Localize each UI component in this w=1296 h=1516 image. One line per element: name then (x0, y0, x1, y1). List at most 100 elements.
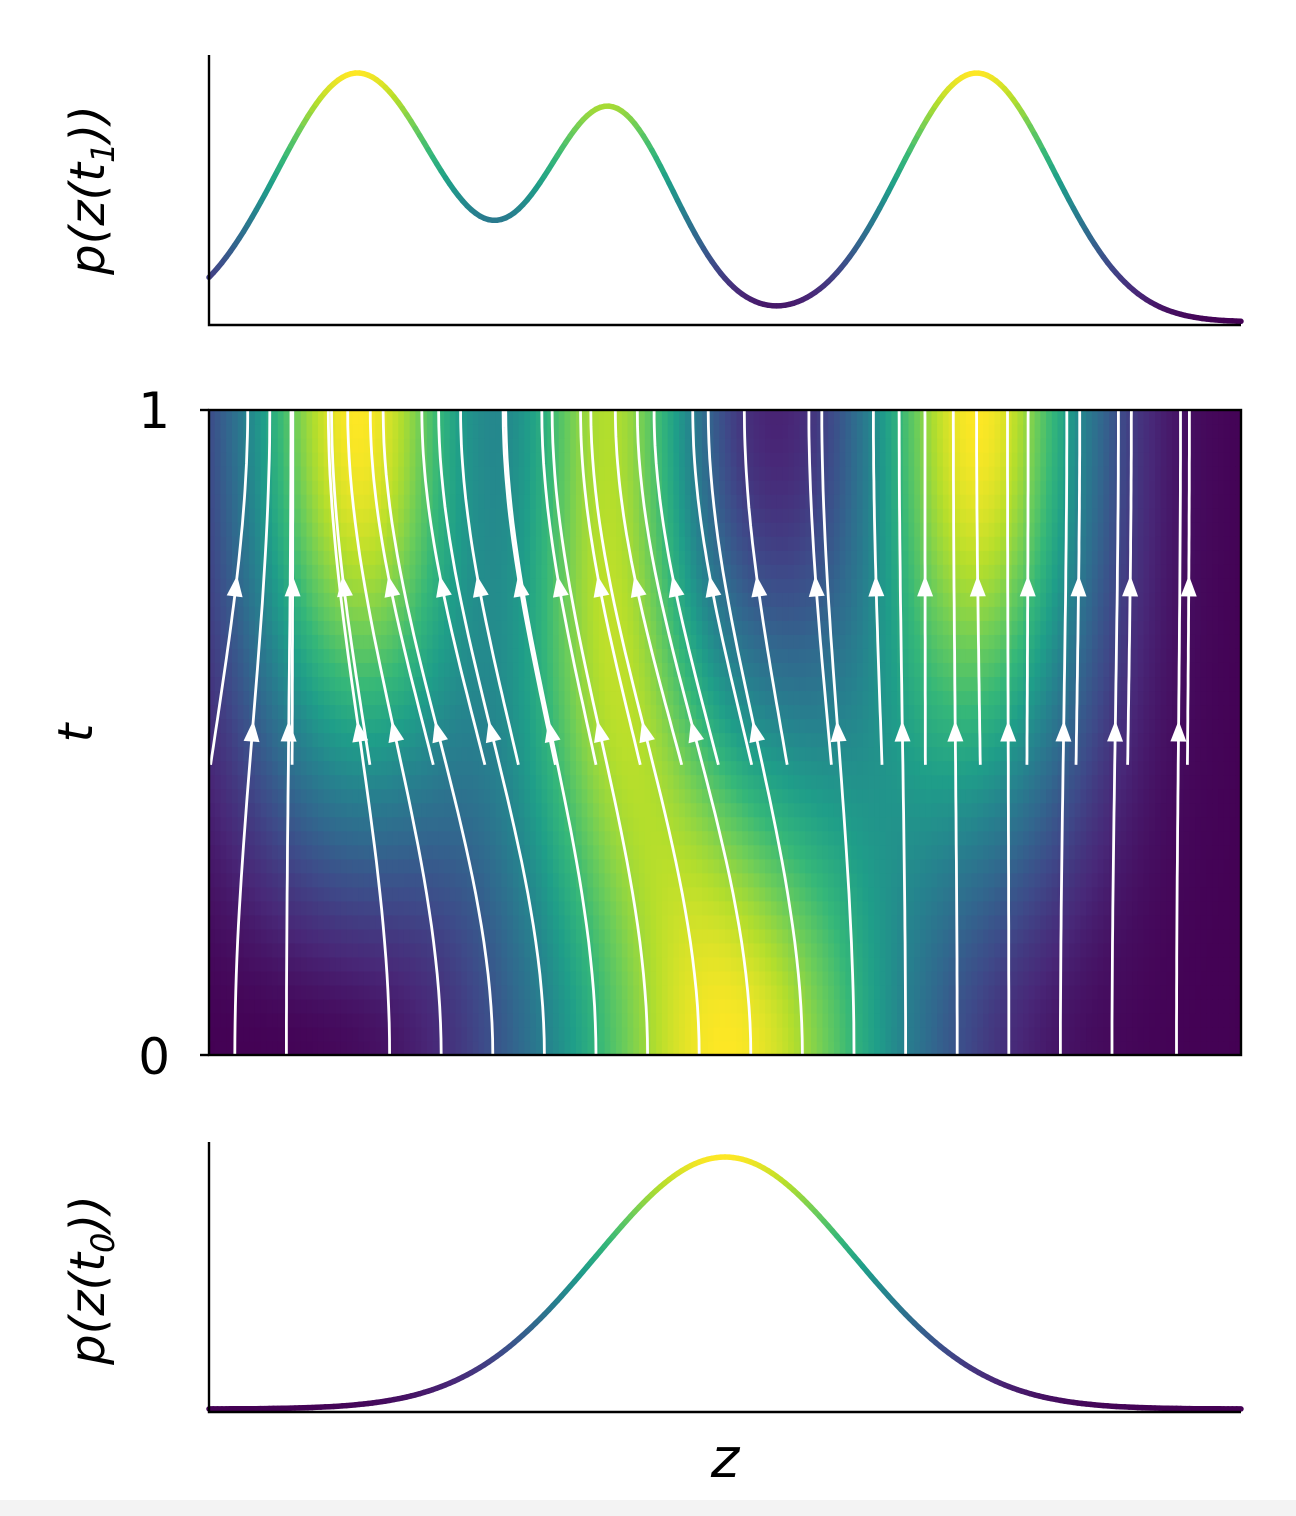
heatmap-cell (931, 690, 938, 706)
heatmap-cell (570, 1012, 577, 1028)
heatmap-cell (564, 858, 571, 874)
heatmap-cell (690, 942, 697, 958)
heatmap-cell (375, 1026, 382, 1042)
heatmap-cell (438, 858, 445, 874)
heatmap-cell (793, 900, 801, 916)
heatmap-cell (1069, 858, 1076, 874)
heatmap-cell (495, 718, 502, 734)
heatmap-cell (323, 844, 330, 860)
heatmap-cell (1126, 802, 1133, 818)
heatmap-cell (1103, 914, 1110, 930)
heatmap-cell (897, 984, 904, 1000)
heatmap-cell (776, 928, 783, 944)
heatmap-cell (1143, 914, 1150, 930)
heatmap-cell (260, 774, 267, 790)
heatmap-cell (747, 760, 755, 776)
heatmap-cell (661, 956, 669, 972)
heatmap-cell (1189, 914, 1196, 930)
heatmap-cell (862, 872, 869, 888)
heatmap-cell (696, 844, 703, 860)
heatmap-cell (788, 802, 795, 818)
heatmap-cell (742, 914, 749, 930)
heatmap-cell (1223, 1040, 1231, 1055)
heatmap-cell (489, 718, 497, 734)
heatmap-cell (627, 704, 634, 720)
heatmap-cell (931, 760, 938, 776)
heatmap-cell (272, 998, 279, 1014)
heatmap-cell (1223, 690, 1231, 706)
heatmap-cell (358, 718, 365, 734)
heatmap-cell (1040, 872, 1047, 888)
heatmap-cell (684, 900, 692, 916)
heatmap-cell (736, 872, 743, 888)
heatmap-cell (747, 886, 755, 902)
heatmap-cell (1212, 774, 1219, 790)
heatmap-cell (644, 718, 652, 734)
heatmap-cell (644, 998, 652, 1014)
heatmap-cell (1212, 984, 1219, 1000)
heatmap-cell (897, 970, 904, 986)
heatmap-cell (237, 1040, 244, 1055)
heatmap-cell (931, 914, 938, 930)
heatmap-cell (432, 760, 439, 776)
heatmap-cell (478, 1012, 485, 1028)
heatmap-cell (845, 984, 852, 1000)
heatmap-cell (1017, 816, 1024, 832)
heatmap-cell (575, 774, 583, 790)
heatmap-cell (782, 788, 789, 804)
heatmap-cell (564, 788, 571, 804)
heatmap-cell (1132, 858, 1139, 874)
heatmap-cell (1046, 858, 1053, 874)
heatmap-cell (312, 1012, 319, 1028)
heatmap-cell (547, 928, 554, 944)
heatmap-cell (254, 1012, 262, 1028)
heatmap-cell (541, 816, 548, 832)
heatmap-cell (1160, 718, 1168, 734)
heatmap-cell (1063, 788, 1070, 804)
heatmap-cell (398, 704, 405, 720)
heatmap-cell (851, 914, 858, 930)
heatmap-cell (1229, 718, 1236, 734)
heatmap-cell (289, 984, 296, 1000)
heatmap-cell (535, 1026, 543, 1042)
heatmap-cell (254, 746, 262, 762)
heatmap-cell (335, 844, 342, 860)
heatmap-cell (392, 858, 399, 874)
heatmap-cell (1028, 956, 1036, 972)
heatmap-cell (329, 984, 336, 1000)
heatmap-cell (885, 942, 892, 958)
heatmap-cell (398, 774, 405, 790)
heatmap-cell (977, 816, 984, 832)
heatmap-cell (461, 984, 468, 1000)
heatmap-cell (444, 970, 451, 986)
heatmap-cell (317, 830, 325, 846)
heatmap-cell (1097, 774, 1104, 790)
heatmap-cell (730, 1040, 738, 1055)
heatmap-cell (575, 760, 583, 776)
heatmap-cell (1200, 900, 1208, 916)
heatmap-cell (919, 802, 927, 818)
heatmap-cell (272, 970, 279, 986)
heatmap-cell (547, 746, 554, 762)
heatmap-cell (805, 900, 812, 916)
heatmap-cell (1086, 928, 1093, 944)
heatmap-cell (627, 956, 634, 972)
heatmap-cell (1069, 942, 1076, 958)
heatmap-cell (1143, 858, 1150, 874)
heatmap-cell (1074, 858, 1082, 874)
heatmap-cell (965, 998, 973, 1014)
heatmap-cell (426, 830, 434, 846)
heatmap-cell (988, 984, 996, 1000)
heatmap-cell (650, 1040, 657, 1055)
heatmap-cell (633, 844, 640, 860)
heatmap-cell (501, 704, 508, 720)
heatmap-cell (593, 788, 600, 804)
heatmap-cell (811, 816, 818, 832)
heatmap-cell (960, 1012, 967, 1028)
heatmap-cell (558, 1026, 566, 1042)
heatmap-cell (524, 802, 531, 818)
heatmap-cell (713, 1026, 720, 1042)
heatmap-cell (226, 942, 233, 958)
heatmap-cell (363, 970, 371, 986)
heatmap-cell (793, 984, 801, 1000)
